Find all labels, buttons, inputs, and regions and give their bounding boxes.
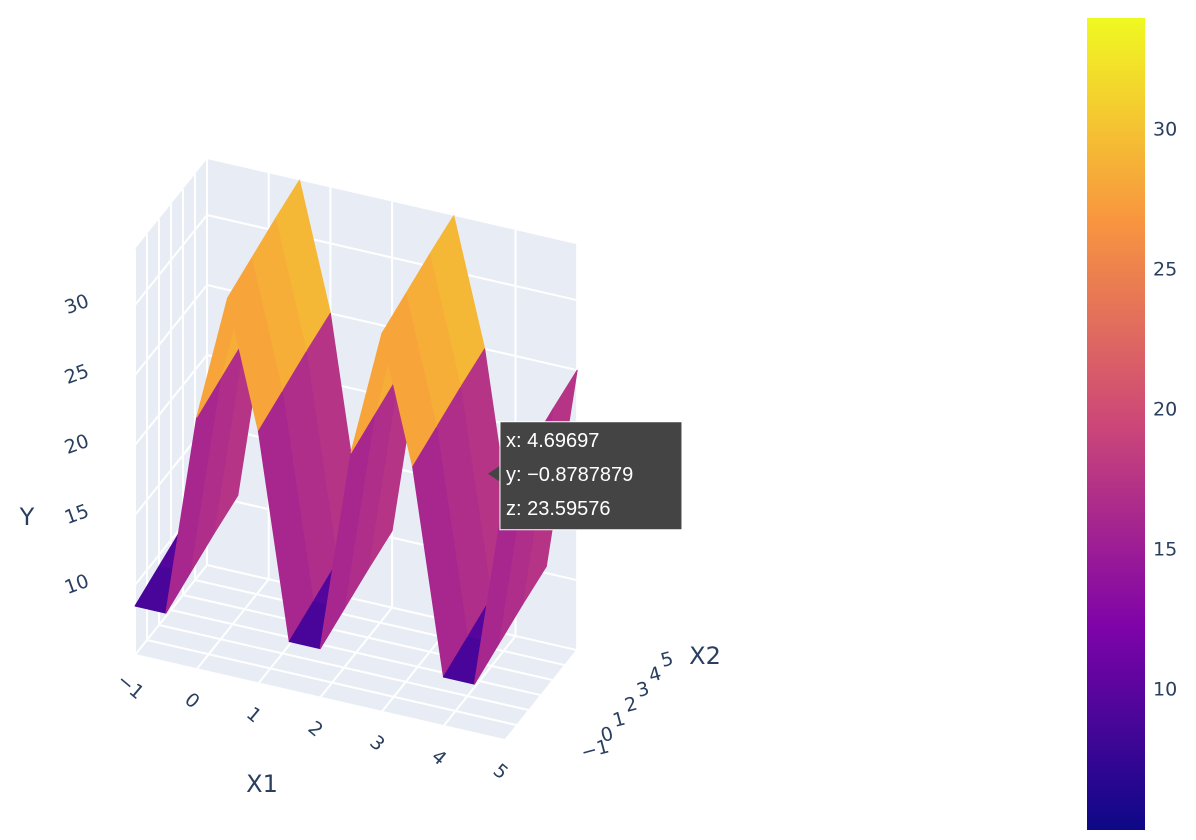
tooltip-line: y: −0.8787879: [506, 464, 633, 486]
grid-line: [134, 354, 208, 446]
colorbar-tick-label: 30: [1153, 119, 1177, 141]
z-tick-label: 10: [62, 570, 92, 599]
x-tick-label: 3: [365, 731, 388, 756]
y-tick-label: 4: [646, 663, 663, 687]
colorbar: [1087, 18, 1145, 830]
grid-line: [206, 564, 578, 652]
tooltip-arrow: [487, 465, 500, 482]
colorbar-tick-label: 25: [1153, 259, 1177, 281]
grid-line: [134, 214, 208, 306]
y-tick-label: 5: [658, 648, 675, 672]
y-tick-label: 1: [610, 708, 627, 732]
y-tick-label: 2: [622, 693, 639, 717]
y-tick-label: 0: [598, 723, 615, 747]
x-tick-label: 4: [427, 745, 450, 770]
tooltip-line: x: 4.69697: [506, 430, 599, 452]
x-axis-title: X1: [246, 770, 278, 798]
x-tick-label: 0: [180, 689, 203, 714]
surface[interactable]: [134, 179, 578, 685]
x-tick-label: 5: [489, 760, 512, 785]
grid-line: [134, 284, 208, 376]
y-axis-title: X2: [689, 642, 721, 670]
grid-line: [182, 594, 554, 682]
colorbar-tick-label: 10: [1153, 679, 1177, 701]
z-axis-title: Y: [19, 503, 35, 531]
grid-line: [170, 609, 542, 697]
x-tick-label: 2: [304, 717, 327, 742]
grid-line: [146, 639, 518, 727]
colorbar-tick-label: 20: [1153, 399, 1177, 421]
z-tick-label: 15: [62, 500, 92, 529]
x-tick-label: −1: [113, 669, 149, 704]
hover-tooltip: x: 4.69697 y: −0.8787879 z: 23.59576: [487, 421, 683, 531]
x-tick-label: 1: [242, 703, 265, 728]
grid-line: [134, 654, 506, 742]
z-tick-label: 20: [62, 430, 92, 459]
y-tick-label: 3: [634, 678, 651, 702]
tooltip-box: [499, 421, 683, 531]
tooltip-line: z: 23.59576: [506, 498, 611, 520]
grid-line: [158, 624, 530, 712]
z-tick-label: 25: [62, 360, 92, 389]
z-tick-label: 30: [62, 290, 92, 319]
grid-line: [194, 579, 566, 667]
colorbar-tick-label: 15: [1153, 539, 1177, 561]
